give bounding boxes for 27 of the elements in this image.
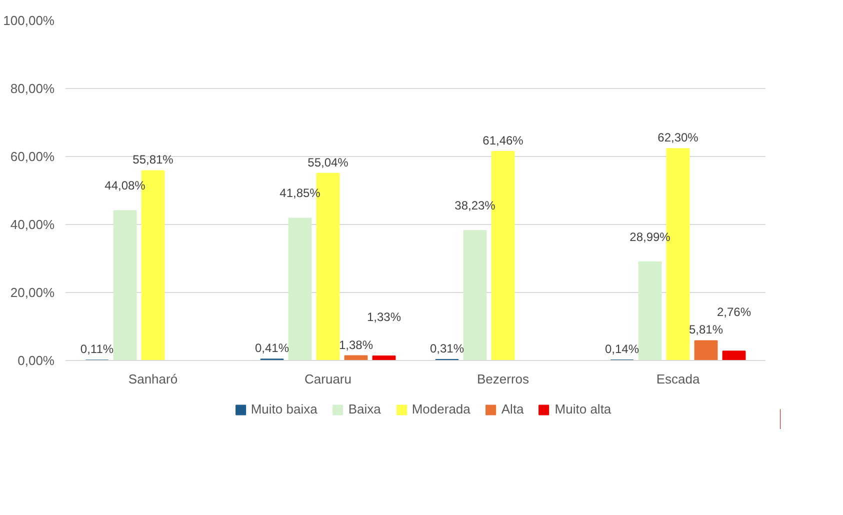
data-label: 62,30% <box>658 130 699 145</box>
y-tick-label: 60,00% <box>10 149 55 164</box>
legend-label: Muito baixa <box>250 402 318 416</box>
y-tick-label: 100,00% <box>3 13 55 28</box>
y-tick-label: 20,00% <box>10 285 55 300</box>
data-label: 0,14% <box>604 342 640 356</box>
legend-label: Muito alta <box>554 402 612 416</box>
y-tick-label: 0,00% <box>18 353 55 368</box>
legend-label: Alta <box>501 402 524 416</box>
data-label: 1,33% <box>366 310 402 324</box>
x-tick-label: Sanharó <box>128 372 178 386</box>
x-tick-label: Bezerros <box>476 372 530 386</box>
legend-label: Baixa <box>348 402 381 416</box>
data-label: 55,04% <box>308 155 349 170</box>
data-label: 55,81% <box>132 152 174 167</box>
y-tick-label: 80,00% <box>10 81 55 96</box>
x-tick-label: Caruaru <box>304 372 352 386</box>
data-label: 61,46% <box>482 134 524 148</box>
data-label: 5,81% <box>688 322 724 337</box>
data-label: 0,11% <box>80 342 114 356</box>
data-label: 2,76% <box>716 305 752 320</box>
y-tick-label: 40,00% <box>10 217 55 232</box>
data-label: 1,38% <box>338 338 374 352</box>
data-label: 0,31% <box>430 341 464 356</box>
legend-label: Moderada <box>412 402 470 416</box>
data-label: 0,41% <box>254 341 290 356</box>
x-tick-label: Escada <box>656 372 700 386</box>
